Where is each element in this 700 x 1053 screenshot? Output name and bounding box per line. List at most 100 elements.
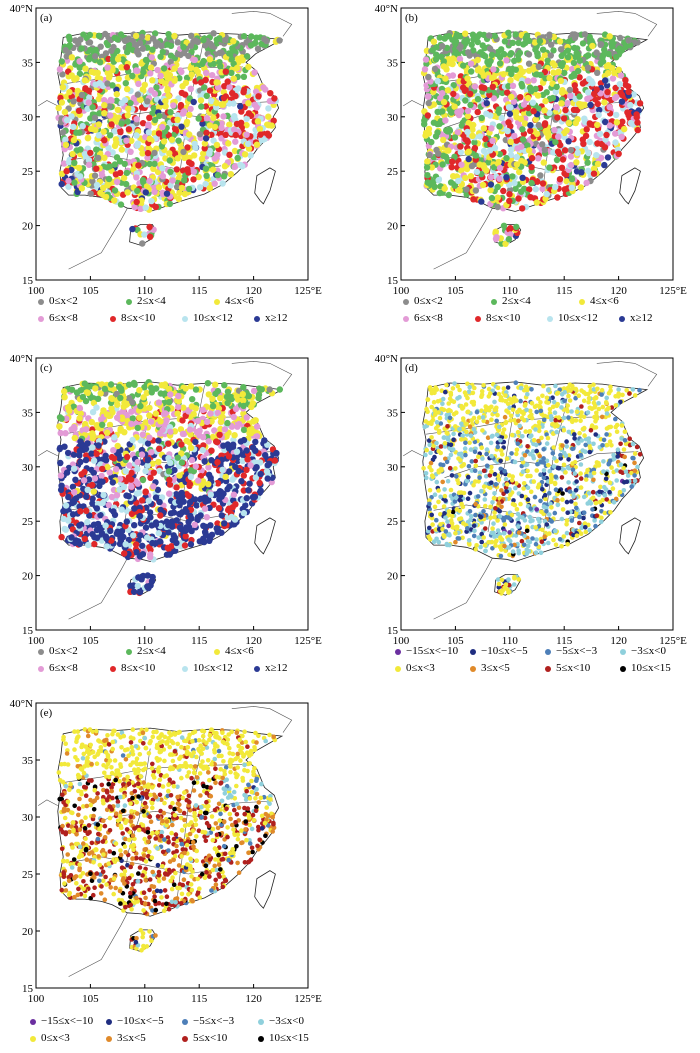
x-tick-label: 110	[137, 285, 154, 297]
station-dot	[170, 102, 177, 109]
station-dot	[89, 430, 96, 437]
station-dot	[467, 60, 475, 67]
station-dot	[590, 165, 598, 172]
legend-item: x≥12	[254, 310, 326, 327]
station-dot	[75, 107, 83, 115]
station-dot	[211, 155, 218, 162]
station-dot	[429, 495, 434, 500]
station-dot	[441, 185, 448, 192]
station-dot	[206, 122, 214, 129]
station-dot	[140, 394, 147, 401]
station-dot	[82, 65, 89, 72]
station-dot	[78, 471, 85, 478]
station-dot	[246, 480, 253, 487]
station-dot	[222, 131, 229, 139]
station-dot	[267, 90, 274, 97]
station-dot	[60, 388, 68, 395]
station-dot	[102, 193, 110, 201]
station-dot	[199, 434, 207, 441]
station-dot	[187, 64, 194, 72]
station-dot	[186, 111, 193, 119]
station-dot	[57, 459, 64, 467]
station-dot	[634, 119, 641, 126]
station-dot	[460, 62, 467, 69]
panel-label: (b)	[405, 12, 418, 24]
station-dot	[208, 457, 215, 464]
station-dot	[501, 38, 509, 45]
station-dot	[83, 493, 90, 500]
station-dot	[508, 50, 515, 57]
station-dot	[240, 402, 247, 410]
station-dot	[145, 129, 152, 136]
station-dot	[137, 205, 144, 212]
station-dot	[89, 435, 97, 442]
station-dot	[581, 414, 587, 420]
station-dot	[491, 521, 496, 526]
station-dot	[599, 54, 606, 61]
station-dot	[178, 450, 185, 457]
station-dot	[129, 225, 136, 233]
station-dot	[85, 541, 92, 549]
legend-b: 0≤x<2 2≤x<4 4≤x<6 6≤x<8 8≤x<10 10≤x<12 x≥12	[403, 293, 693, 327]
station-dot	[72, 476, 79, 483]
station-dot	[477, 470, 483, 475]
station-dot	[68, 72, 76, 79]
station-dot	[179, 417, 186, 424]
station-dot	[621, 465, 626, 471]
station-dot	[430, 101, 438, 108]
station-dot	[482, 497, 488, 502]
station-dot	[520, 41, 527, 48]
station-dot	[237, 161, 244, 169]
station-dot	[530, 77, 537, 84]
station-dot	[238, 478, 245, 485]
station-dot	[142, 189, 149, 196]
station-dot	[155, 399, 163, 406]
station-dot	[123, 180, 130, 188]
station-dot	[488, 194, 496, 202]
border-line	[68, 558, 128, 620]
station-dot	[58, 533, 65, 541]
station-dot	[62, 502, 70, 509]
station-dot	[165, 385, 173, 393]
station-dot	[440, 58, 447, 65]
station-dot	[627, 101, 634, 109]
station-dot	[134, 140, 141, 147]
station-dot	[432, 56, 440, 63]
station-dot	[516, 49, 524, 57]
station-dot	[62, 526, 70, 533]
station-dot	[72, 37, 79, 44]
station-dot	[68, 113, 75, 120]
station-dot	[86, 39, 94, 46]
station-dot	[251, 101, 258, 108]
station-dot	[451, 134, 459, 141]
station-dot	[488, 51, 496, 59]
station-dot	[513, 223, 520, 231]
station-dot	[258, 386, 265, 393]
station-dot	[146, 434, 153, 441]
station-dot	[134, 458, 141, 466]
station-dot	[240, 472, 247, 479]
station-dot	[59, 71, 66, 78]
station-dot	[533, 199, 541, 206]
station-dot	[147, 474, 154, 481]
taiwan-outline	[619, 517, 641, 555]
station-dot	[76, 415, 83, 422]
station-dot	[240, 487, 247, 494]
station-dot	[163, 417, 170, 424]
station-dot	[218, 414, 225, 421]
station-dot	[165, 440, 172, 447]
station-dot	[148, 197, 155, 205]
station-dot	[224, 419, 231, 427]
station-dot	[232, 405, 240, 413]
station-dot	[152, 540, 159, 547]
station-dot	[216, 431, 223, 438]
station-dot	[147, 64, 155, 71]
station-dot	[239, 391, 246, 398]
station-dot	[245, 392, 253, 400]
station-dot	[200, 36, 207, 44]
station-dot	[134, 47, 141, 54]
station-dot	[472, 187, 480, 194]
legend-label: 2≤x<4	[502, 295, 531, 307]
station-dot	[123, 518, 130, 525]
station-dot	[125, 126, 133, 133]
